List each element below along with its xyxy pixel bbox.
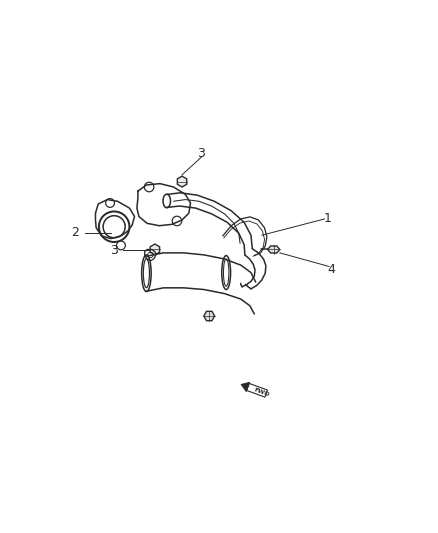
Text: 4: 4: [328, 263, 336, 276]
Polygon shape: [177, 176, 187, 187]
Polygon shape: [150, 244, 159, 255]
Text: 3: 3: [110, 244, 118, 257]
Text: 3: 3: [198, 147, 205, 160]
Polygon shape: [204, 311, 215, 321]
Polygon shape: [268, 246, 280, 253]
Polygon shape: [241, 382, 250, 392]
Text: 2: 2: [71, 226, 79, 239]
Text: FWD: FWD: [253, 387, 270, 397]
Text: 1: 1: [324, 212, 332, 225]
